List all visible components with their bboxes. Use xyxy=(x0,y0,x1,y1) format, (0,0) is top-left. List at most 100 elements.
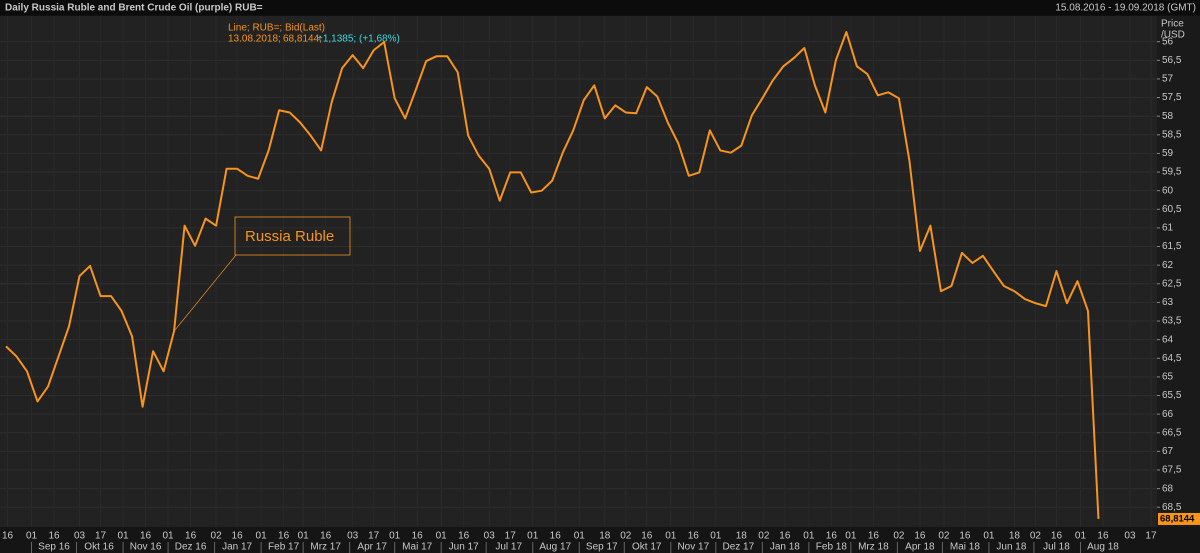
y-tick-label: 64,5 xyxy=(1162,353,1182,364)
month-label: Mai 17 xyxy=(402,542,432,553)
month-label: Jan 17 xyxy=(222,542,252,553)
chart-title: Daily Russia Ruble and Brent Crude Oil (… xyxy=(5,3,263,14)
y-tick-label: 66 xyxy=(1162,409,1174,420)
y-tick-label: 68,5 xyxy=(1162,502,1182,513)
y-tick-label: 60 xyxy=(1162,185,1174,196)
x-tick-label: 16 xyxy=(688,531,700,542)
x-tick-label: 17 xyxy=(95,531,107,542)
x-tick-label: 16 xyxy=(868,531,880,542)
y-tick-label: 62,5 xyxy=(1162,278,1182,289)
month-label: Apr 18 xyxy=(905,542,935,553)
annotation-leader xyxy=(174,254,237,331)
x-tick-label: 17 xyxy=(368,531,380,542)
month-label: Okt 17 xyxy=(632,542,662,553)
y-tick-label: 59,5 xyxy=(1162,167,1182,178)
header-bar xyxy=(0,0,1200,15)
month-label: Jun 17 xyxy=(449,542,479,553)
y-tick-label: 63 xyxy=(1162,297,1174,308)
month-label: Mrz 18 xyxy=(858,542,889,553)
y-tick-label: 57,5 xyxy=(1162,92,1182,103)
x-tick-label: 16 xyxy=(185,531,197,542)
month-label: Feb 17 xyxy=(268,542,300,553)
month-label: Feb 18 xyxy=(816,542,848,553)
x-tick-label: 01 xyxy=(256,531,268,542)
month-label: Dez 16 xyxy=(175,542,207,553)
x-tick-label: 16 xyxy=(641,531,653,542)
month-label: Sep 16 xyxy=(38,542,70,553)
month-label: Aug 17 xyxy=(539,542,571,553)
info-date: 13.08.2018; xyxy=(228,34,281,45)
month-label: Sep 17 xyxy=(586,542,618,553)
y-tick-label: 58,5 xyxy=(1162,129,1182,140)
annotation-box xyxy=(234,216,351,256)
x-tick-label: 17 xyxy=(505,531,517,542)
x-tick-label: 02 xyxy=(758,531,770,542)
y-tick-label: 67 xyxy=(1162,446,1174,457)
y-tick-label: 64 xyxy=(1162,334,1174,345)
x-tick-label: 16 xyxy=(232,531,244,542)
y-axis-label: /USD xyxy=(1161,30,1185,41)
last-value-label: 68,8144 xyxy=(1160,513,1195,524)
bottom-axis-area xyxy=(0,527,1200,553)
x-tick-label: 16 xyxy=(140,531,152,542)
y-tick-label: 57 xyxy=(1162,74,1174,85)
x-tick-label: 16 xyxy=(959,531,971,542)
info-change: +1,1385; (+1,68%) xyxy=(317,34,400,45)
x-tick-label: 01 xyxy=(574,531,586,542)
x-tick-label: 16 xyxy=(1051,531,1063,542)
x-tick-label: 16 xyxy=(48,531,60,542)
x-tick-label: 16 xyxy=(779,531,791,542)
x-tick-label: 01 xyxy=(389,531,401,542)
x-tick-label: 16 xyxy=(2,531,14,542)
month-label: Apr 17 xyxy=(357,542,387,553)
y-tick-label: 56 xyxy=(1162,36,1174,47)
x-tick-label: 16 xyxy=(412,531,424,542)
x-tick-label: 16 xyxy=(826,531,838,542)
y-tick-label: 66,5 xyxy=(1162,427,1182,438)
x-tick-label: 01 xyxy=(710,531,722,542)
y-tick-label: 68 xyxy=(1162,483,1174,494)
y-tick-label: 65 xyxy=(1162,372,1174,383)
x-tick-label: 03 xyxy=(347,531,359,542)
y-tick-label: 56,5 xyxy=(1162,55,1182,66)
x-tick-label: 01 xyxy=(26,531,38,542)
x-tick-label: 03 xyxy=(74,531,86,542)
x-tick-label: 16 xyxy=(550,531,562,542)
x-tick-label: 16 xyxy=(1097,531,1109,542)
line-series xyxy=(5,31,1100,520)
x-tick-label: 01 xyxy=(298,531,310,542)
y-tick-label: 60,5 xyxy=(1162,204,1182,215)
x-tick-label: 17 xyxy=(1145,531,1157,542)
x-tick-label: 02 xyxy=(620,531,632,542)
month-label: Jan 18 xyxy=(770,542,800,553)
y-tick-label: 63,5 xyxy=(1162,316,1182,327)
month-label: Dez 17 xyxy=(722,542,754,553)
x-tick-label: 03 xyxy=(484,531,496,542)
x-tick-label: 02 xyxy=(893,531,905,542)
y-tick-label: 65,5 xyxy=(1162,390,1182,401)
y-tick-label: 59 xyxy=(1162,148,1174,159)
last-value-tag xyxy=(1158,512,1200,525)
month-label: Aug 18 xyxy=(1087,542,1119,553)
info-header: Line; RUB=; Bid(Last) xyxy=(228,23,325,34)
y-tick-label: 61 xyxy=(1162,223,1174,234)
x-tick-label: 16 xyxy=(458,531,470,542)
x-tick-label: 01 xyxy=(1075,531,1087,542)
date-range: 15.08.2016 - 19.09.2018 (GMT) xyxy=(1055,3,1196,14)
x-tick-label: 02 xyxy=(1030,531,1042,542)
y-tick-label: 67,5 xyxy=(1162,465,1182,476)
month-label: Nov 17 xyxy=(677,542,709,553)
x-tick-label: 01 xyxy=(983,531,995,542)
x-tick-label: 01 xyxy=(803,531,815,542)
x-tick-label: 02 xyxy=(211,531,223,542)
plot-area xyxy=(0,16,1157,527)
month-label: Nov 16 xyxy=(130,542,162,553)
y-tick-label: 58 xyxy=(1162,111,1174,122)
x-tick-label: 18 xyxy=(1009,531,1021,542)
x-tick-label: 18 xyxy=(736,531,748,542)
month-label: Jul 17 xyxy=(495,542,522,553)
month-label: Jul 18 xyxy=(1043,542,1070,553)
y-tick-label: 61,5 xyxy=(1162,241,1182,252)
month-label: Mrz 17 xyxy=(310,542,341,553)
x-tick-label: 16 xyxy=(914,531,926,542)
